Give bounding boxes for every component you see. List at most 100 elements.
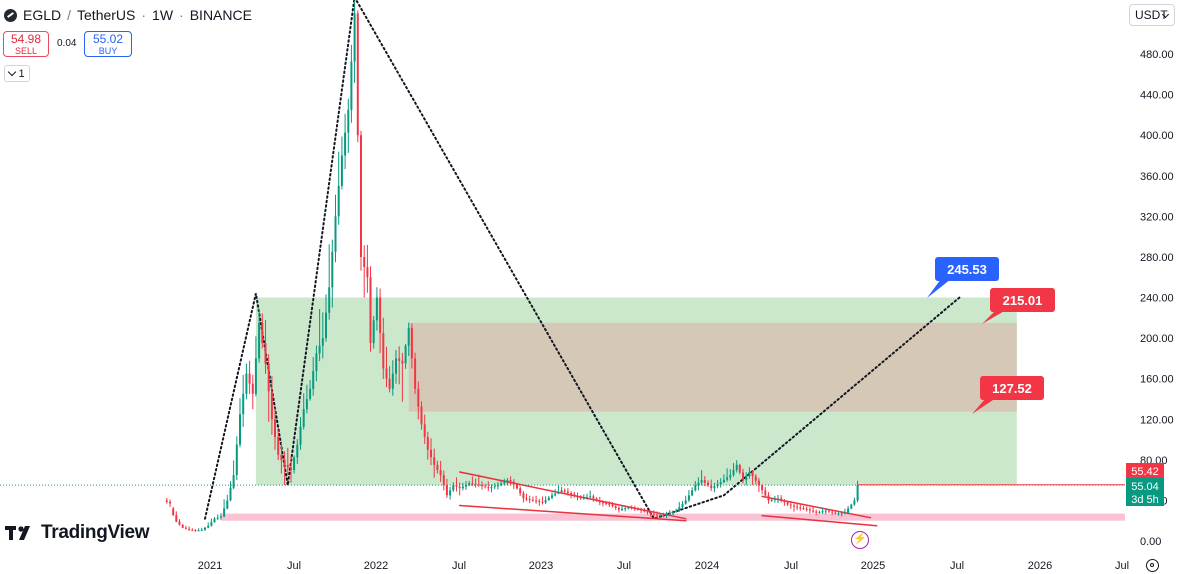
candle-body xyxy=(646,511,649,513)
trendline-solid-4 xyxy=(761,514,878,527)
y-tick-label: 480.00 xyxy=(1140,49,1174,61)
candle-body xyxy=(538,501,541,503)
candle xyxy=(420,401,423,430)
candle-body xyxy=(487,487,490,489)
candle xyxy=(353,0,356,83)
candle-body xyxy=(770,499,773,501)
candle xyxy=(223,499,226,518)
candle-body xyxy=(181,524,184,528)
y-tick-label: 280.00 xyxy=(1140,252,1174,264)
candle xyxy=(385,346,388,388)
y-tick-label: 0.00 xyxy=(1140,536,1161,548)
indicator-count: 1 xyxy=(18,67,25,80)
candle-body xyxy=(468,483,471,485)
sell-button[interactable]: 54.98 SELL xyxy=(3,31,49,57)
candle-body xyxy=(375,297,378,321)
candle-body xyxy=(843,512,846,514)
candle xyxy=(831,509,834,516)
candle-body xyxy=(398,358,401,361)
candle xyxy=(821,507,824,514)
x-tick-label: Jul xyxy=(452,560,466,572)
candle xyxy=(503,478,506,486)
candle-body xyxy=(512,481,515,484)
candle xyxy=(325,294,327,342)
tradingview-logo[interactable]: TradingView xyxy=(5,522,150,544)
candle xyxy=(235,436,238,481)
candle xyxy=(395,350,397,384)
candle xyxy=(417,381,420,420)
candle-body xyxy=(331,251,334,288)
candle xyxy=(379,288,382,354)
candle xyxy=(773,495,776,503)
symbol-header[interactable]: EGLD / TetherUS · 1W · BINANCE xyxy=(4,5,252,25)
candle xyxy=(531,496,534,502)
candle xyxy=(363,245,366,298)
candle-body xyxy=(484,486,487,488)
candle-body xyxy=(312,371,315,389)
candle xyxy=(204,526,206,531)
candle-body xyxy=(802,508,805,510)
candle-body xyxy=(465,484,467,487)
candle xyxy=(477,474,480,487)
currency-selector[interactable]: USDT xyxy=(1129,4,1175,26)
candle-body xyxy=(757,480,760,486)
gear-icon[interactable] xyxy=(1146,559,1159,572)
candle xyxy=(248,360,251,394)
candle xyxy=(423,414,426,444)
candle xyxy=(656,511,659,519)
candle xyxy=(178,519,181,526)
candle xyxy=(742,468,744,484)
candle xyxy=(328,244,331,320)
x-tick-label: Jul xyxy=(617,560,631,572)
candle xyxy=(853,497,856,506)
trendline-solid-2 xyxy=(458,504,687,522)
candle-body xyxy=(630,507,633,509)
callout-box xyxy=(990,288,1055,312)
candle-body xyxy=(175,515,178,522)
candle-body xyxy=(194,530,197,532)
candle xyxy=(780,495,783,503)
candle-body xyxy=(697,482,700,486)
candle-body xyxy=(570,493,573,495)
candle xyxy=(522,491,525,503)
candle-body xyxy=(242,393,245,415)
price-target-callout: 215.01 xyxy=(982,288,1055,324)
candle-body xyxy=(665,514,668,516)
buy-button[interactable]: 55.02 BUY xyxy=(84,31,132,57)
candle-body xyxy=(299,426,302,445)
candle xyxy=(318,309,321,362)
candle xyxy=(815,509,818,516)
candle-body xyxy=(621,508,623,510)
candle xyxy=(283,451,286,486)
candle xyxy=(461,482,464,491)
candle xyxy=(426,431,429,460)
candle xyxy=(487,481,490,491)
candle-body xyxy=(302,409,305,427)
candle-body xyxy=(471,483,474,485)
candle-body xyxy=(560,490,563,492)
candle-body xyxy=(742,472,744,481)
callout-pointer xyxy=(972,398,996,414)
price-label: 55.42 xyxy=(1126,463,1164,478)
candle-body xyxy=(764,490,767,496)
candle xyxy=(382,317,385,379)
candle-body xyxy=(235,444,238,475)
candle-body xyxy=(184,527,187,529)
candle xyxy=(407,322,410,356)
candle xyxy=(659,514,662,517)
currency-label: USDT xyxy=(1135,8,1168,22)
candle xyxy=(445,478,448,498)
y-tick-label: 240.00 xyxy=(1140,293,1174,305)
candle-body xyxy=(573,494,576,496)
events-lightning-icon[interactable]: ⚡ xyxy=(851,531,869,549)
candle xyxy=(722,474,725,484)
candle-body xyxy=(710,485,713,489)
indicators-toggle-button[interactable]: 1 xyxy=(4,65,30,82)
candle xyxy=(430,438,432,466)
candle xyxy=(662,512,665,518)
candle xyxy=(770,498,773,502)
candle-body xyxy=(305,399,308,410)
candle xyxy=(516,482,518,490)
candle xyxy=(563,488,566,493)
